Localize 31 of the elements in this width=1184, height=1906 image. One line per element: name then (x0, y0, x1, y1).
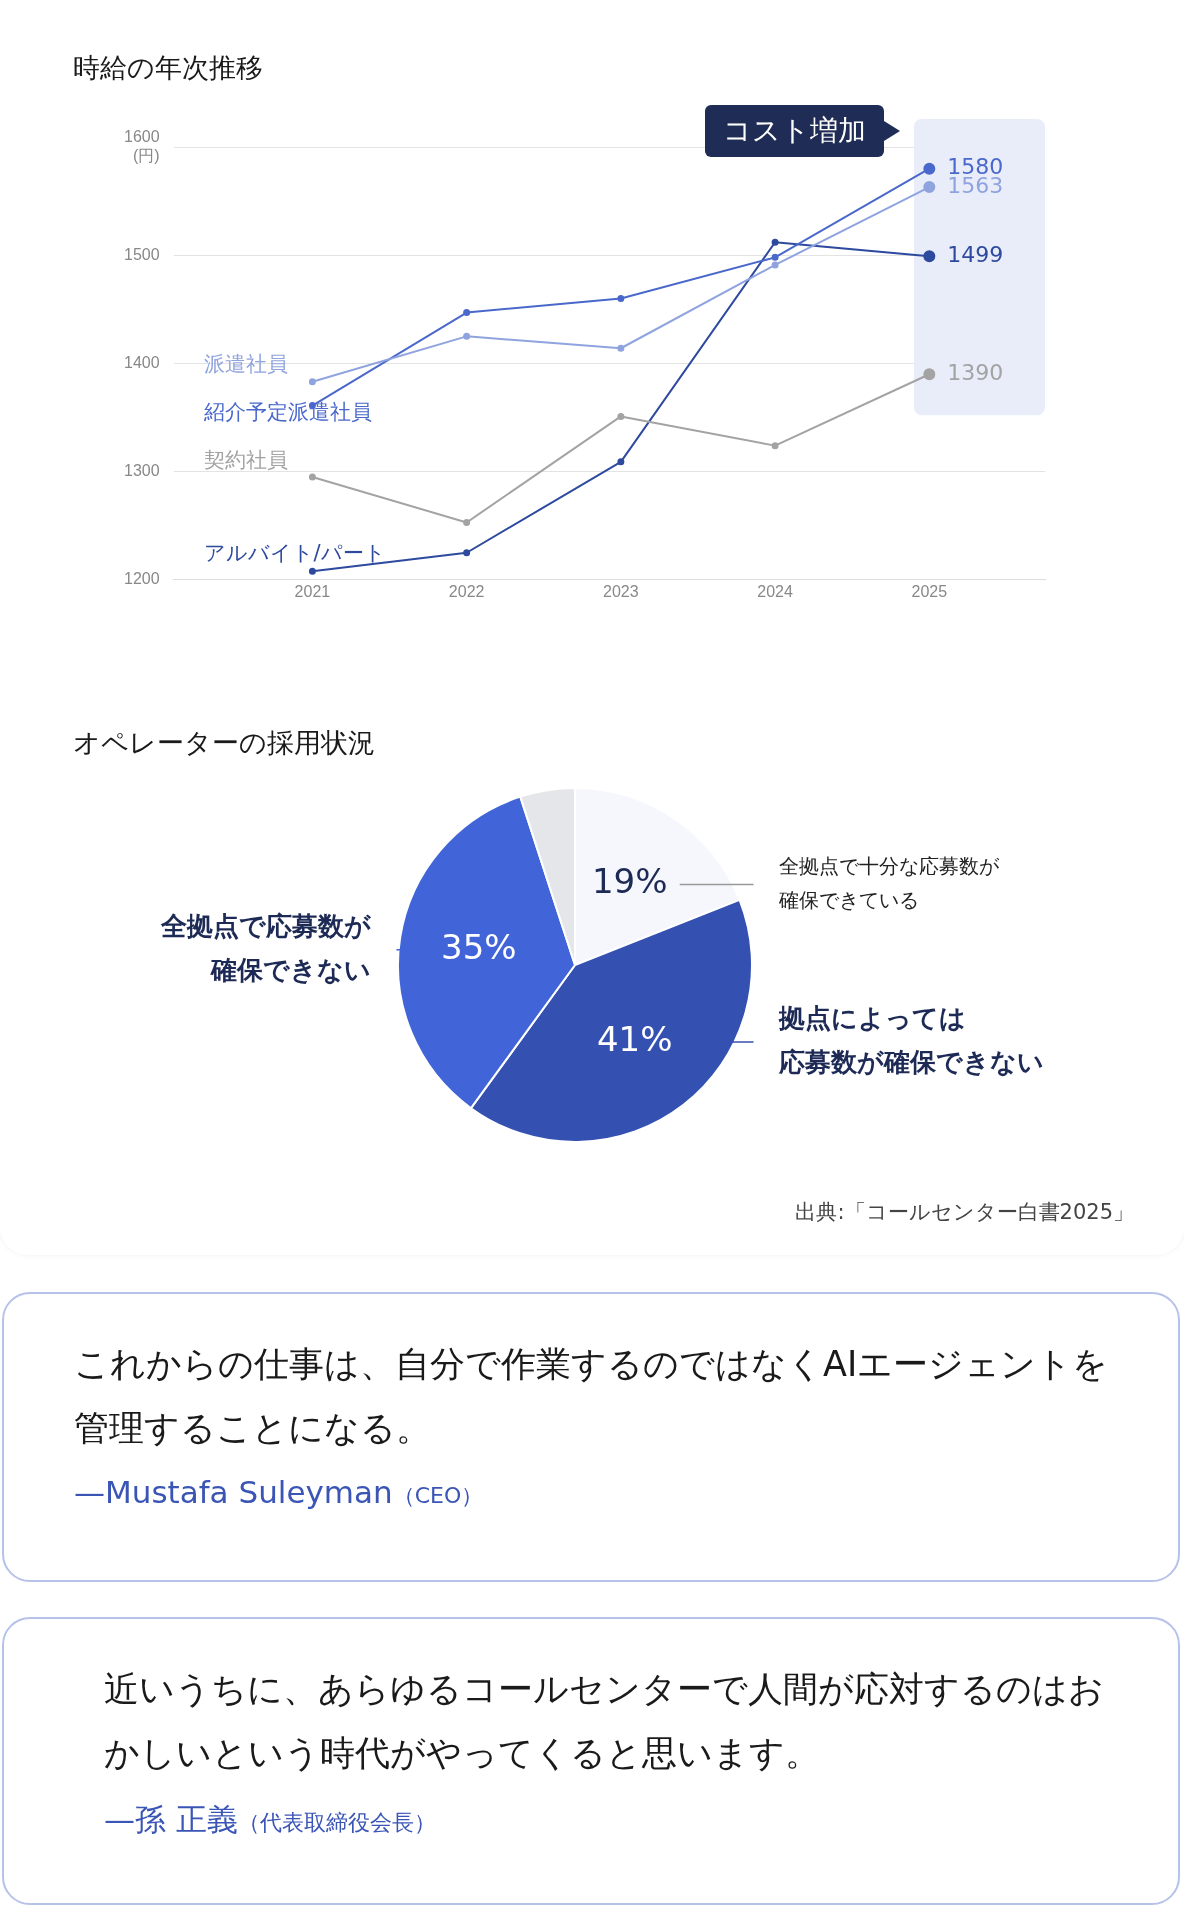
data-label: 41% (596, 1018, 673, 1059)
chart-title: 時給の年次推移 (73, 51, 263, 85)
slice-label: 全拠点で十分な応募数が確保できている (777, 853, 1000, 912)
y-tick-label: 1600 (円) (124, 127, 160, 165)
data-label: 1390 (947, 359, 1004, 385)
x-tick-label: 2022 (448, 582, 485, 600)
data-label: 1499 (947, 242, 1004, 267)
chart-title: オペレーターの採用状況 (73, 726, 375, 760)
y-tick-label: 1300 (124, 462, 160, 480)
text: 近いうちに、あらゆるコールセンターで人間が応対するのはおかしいという時代がやってくると思います。 (104, 1668, 1105, 1775)
text: これからの仕事は、自分で作業するのではなくAIエージェントを管理することになる。 (74, 1343, 1110, 1450)
x-tick-label: 2023 (603, 582, 639, 600)
text: —Mustafa Suleyman (74, 1474, 393, 1510)
series-label: 派遣社員 (203, 351, 288, 376)
text: コスト増加 (704, 105, 884, 157)
series-label: アルバイト/パート (203, 541, 386, 566)
text: （代表取締役会長） (237, 1810, 436, 1835)
x-tick-label: 2025 (911, 582, 948, 600)
y-tick-label: 1500 (124, 245, 160, 263)
slice-label: 全拠点で応募数が確保できない (160, 910, 373, 985)
source-note: 出典:「コールセンター白書2025」 (795, 1199, 1134, 1226)
y-tick-label: 1400 (124, 353, 160, 371)
y-tick-label: 1200 (124, 570, 160, 588)
text: （CEO） (392, 1483, 484, 1508)
series-label: 契約社員 (203, 447, 288, 472)
x-tick-label: 2024 (757, 582, 793, 600)
x-tick-label: 2021 (294, 582, 331, 600)
data-label: 35% (441, 926, 517, 967)
text: —孫 正義 (104, 1801, 238, 1837)
data-label: 19% (591, 861, 668, 902)
slice-label: 拠点によっては応募数が確保できない (777, 1002, 1044, 1077)
